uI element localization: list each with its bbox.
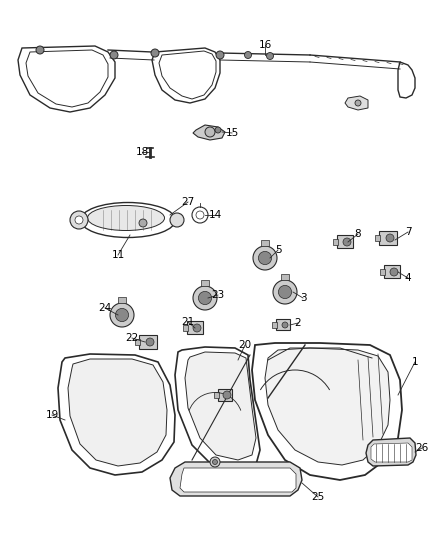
- Bar: [139, 335, 157, 349]
- Bar: [183, 325, 188, 331]
- Text: 21: 21: [181, 317, 194, 327]
- Text: 18: 18: [135, 147, 148, 157]
- Polygon shape: [180, 468, 296, 492]
- Text: 5: 5: [275, 245, 281, 255]
- Text: 11: 11: [111, 250, 125, 260]
- Bar: [214, 392, 219, 398]
- Bar: [379, 231, 397, 245]
- Ellipse shape: [88, 206, 165, 230]
- Text: 25: 25: [311, 492, 325, 502]
- Bar: [384, 265, 400, 278]
- Circle shape: [110, 51, 118, 59]
- Polygon shape: [265, 348, 390, 465]
- Circle shape: [146, 338, 154, 346]
- Circle shape: [205, 127, 215, 137]
- Bar: [218, 389, 232, 401]
- Bar: [261, 240, 269, 246]
- Circle shape: [115, 309, 129, 321]
- Circle shape: [70, 211, 88, 229]
- Polygon shape: [193, 125, 225, 140]
- Polygon shape: [371, 443, 412, 462]
- Circle shape: [258, 252, 272, 264]
- Text: 27: 27: [181, 197, 194, 207]
- Circle shape: [75, 216, 83, 224]
- Circle shape: [193, 324, 201, 332]
- Text: 2: 2: [295, 318, 301, 328]
- Circle shape: [210, 457, 220, 467]
- Text: 16: 16: [258, 40, 272, 50]
- Circle shape: [110, 303, 134, 327]
- Text: 7: 7: [405, 227, 411, 237]
- Circle shape: [253, 246, 277, 270]
- Bar: [187, 321, 203, 334]
- Circle shape: [279, 285, 292, 298]
- Bar: [118, 297, 126, 303]
- Circle shape: [170, 213, 184, 227]
- Text: 1: 1: [412, 357, 418, 367]
- Text: 19: 19: [46, 410, 59, 420]
- Text: 22: 22: [125, 333, 138, 343]
- Bar: [276, 319, 290, 330]
- Text: 8: 8: [355, 229, 361, 239]
- Circle shape: [192, 207, 208, 223]
- Circle shape: [343, 238, 351, 246]
- Text: 3: 3: [300, 293, 306, 303]
- Circle shape: [282, 322, 288, 328]
- Circle shape: [151, 49, 159, 57]
- Circle shape: [244, 52, 251, 59]
- Text: 14: 14: [208, 210, 222, 220]
- Circle shape: [198, 292, 212, 304]
- Bar: [337, 235, 353, 248]
- Bar: [272, 322, 277, 328]
- Text: 15: 15: [226, 128, 239, 138]
- Polygon shape: [185, 352, 256, 460]
- Circle shape: [273, 280, 297, 304]
- Circle shape: [216, 51, 224, 59]
- Circle shape: [386, 234, 394, 242]
- Polygon shape: [366, 438, 416, 466]
- Text: 26: 26: [415, 443, 429, 453]
- Polygon shape: [68, 359, 167, 466]
- Circle shape: [215, 127, 221, 133]
- Text: 20: 20: [238, 340, 251, 350]
- Circle shape: [36, 46, 44, 54]
- Circle shape: [266, 52, 273, 60]
- Bar: [380, 269, 385, 275]
- Text: 4: 4: [405, 273, 411, 283]
- Bar: [333, 239, 338, 245]
- Bar: [375, 235, 380, 241]
- Circle shape: [212, 459, 218, 464]
- Circle shape: [193, 286, 217, 310]
- Polygon shape: [345, 96, 368, 110]
- Polygon shape: [170, 462, 302, 496]
- Circle shape: [223, 391, 231, 399]
- Bar: [201, 280, 209, 286]
- Circle shape: [139, 219, 147, 227]
- Bar: [135, 339, 140, 345]
- Circle shape: [355, 100, 361, 106]
- Circle shape: [390, 268, 398, 276]
- Bar: [281, 274, 289, 280]
- Text: 23: 23: [212, 290, 225, 300]
- Text: 24: 24: [99, 303, 112, 313]
